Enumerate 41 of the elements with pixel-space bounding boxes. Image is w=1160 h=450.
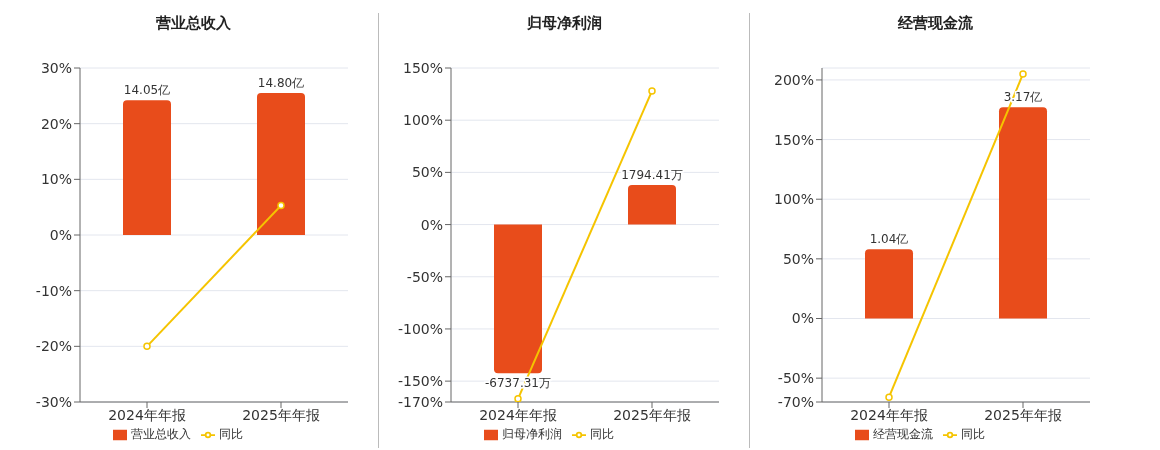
y-tick-label: 0% <box>791 310 814 327</box>
y-tick-label: -50% <box>406 268 443 285</box>
y-tick-label: -170% <box>397 393 443 410</box>
data-label: 14.05亿 <box>123 83 171 98</box>
legend-label: 同比 <box>590 427 614 441</box>
legend-label: 营业总收入 <box>131 427 191 441</box>
y-tick-label: 50% <box>782 250 814 267</box>
x-tick-label: 2024年年报 <box>108 406 186 423</box>
y-tick-label: 10% <box>40 171 72 188</box>
y-tick-label: 100% <box>402 112 443 129</box>
y-tick-label: 0% <box>420 216 443 233</box>
legend-label: 经营现金流 <box>873 427 933 441</box>
y-tick-label: -70% <box>777 393 814 410</box>
x-tick-label: 2024年年报 <box>850 406 928 423</box>
y-tick-label: 20% <box>40 115 72 132</box>
chart-title: 经营现金流 <box>896 13 974 34</box>
x-tick-label: 2025年年报 <box>242 406 320 423</box>
legend-label: 同比 <box>961 427 985 441</box>
y-tick-label: -150% <box>397 373 443 390</box>
y-tick-label: 150% <box>402 59 443 76</box>
y-tick-label: 30% <box>40 59 72 76</box>
y-tick-label: 100% <box>773 191 814 208</box>
x-tick-label: 2025年年报 <box>984 406 1062 423</box>
y-tick-label: 200% <box>773 71 814 88</box>
y-tick-label: 50% <box>411 164 443 181</box>
chart-title: 营业总收入 <box>154 13 232 34</box>
chart-title: 归母净利润 <box>525 13 603 34</box>
y-tick-label: -20% <box>35 338 72 355</box>
y-tick-label: -100% <box>397 320 443 337</box>
data-label: 14.80亿 <box>257 75 305 90</box>
y-tick-label: 150% <box>773 131 814 148</box>
y-tick-label: -30% <box>35 393 72 410</box>
data-label: 1.04亿 <box>869 232 909 247</box>
legend-label: 同比 <box>219 427 243 441</box>
y-tick-label: -10% <box>35 282 72 299</box>
x-tick-label: 2024年年报 <box>479 406 557 423</box>
x-tick-label: 2025年年报 <box>613 406 691 423</box>
y-tick-label: 0% <box>49 226 72 243</box>
legend-label: 归母净利润 <box>502 427 562 441</box>
data-label: 1794.41万 <box>621 167 683 182</box>
y-tick-label: -50% <box>777 370 814 387</box>
